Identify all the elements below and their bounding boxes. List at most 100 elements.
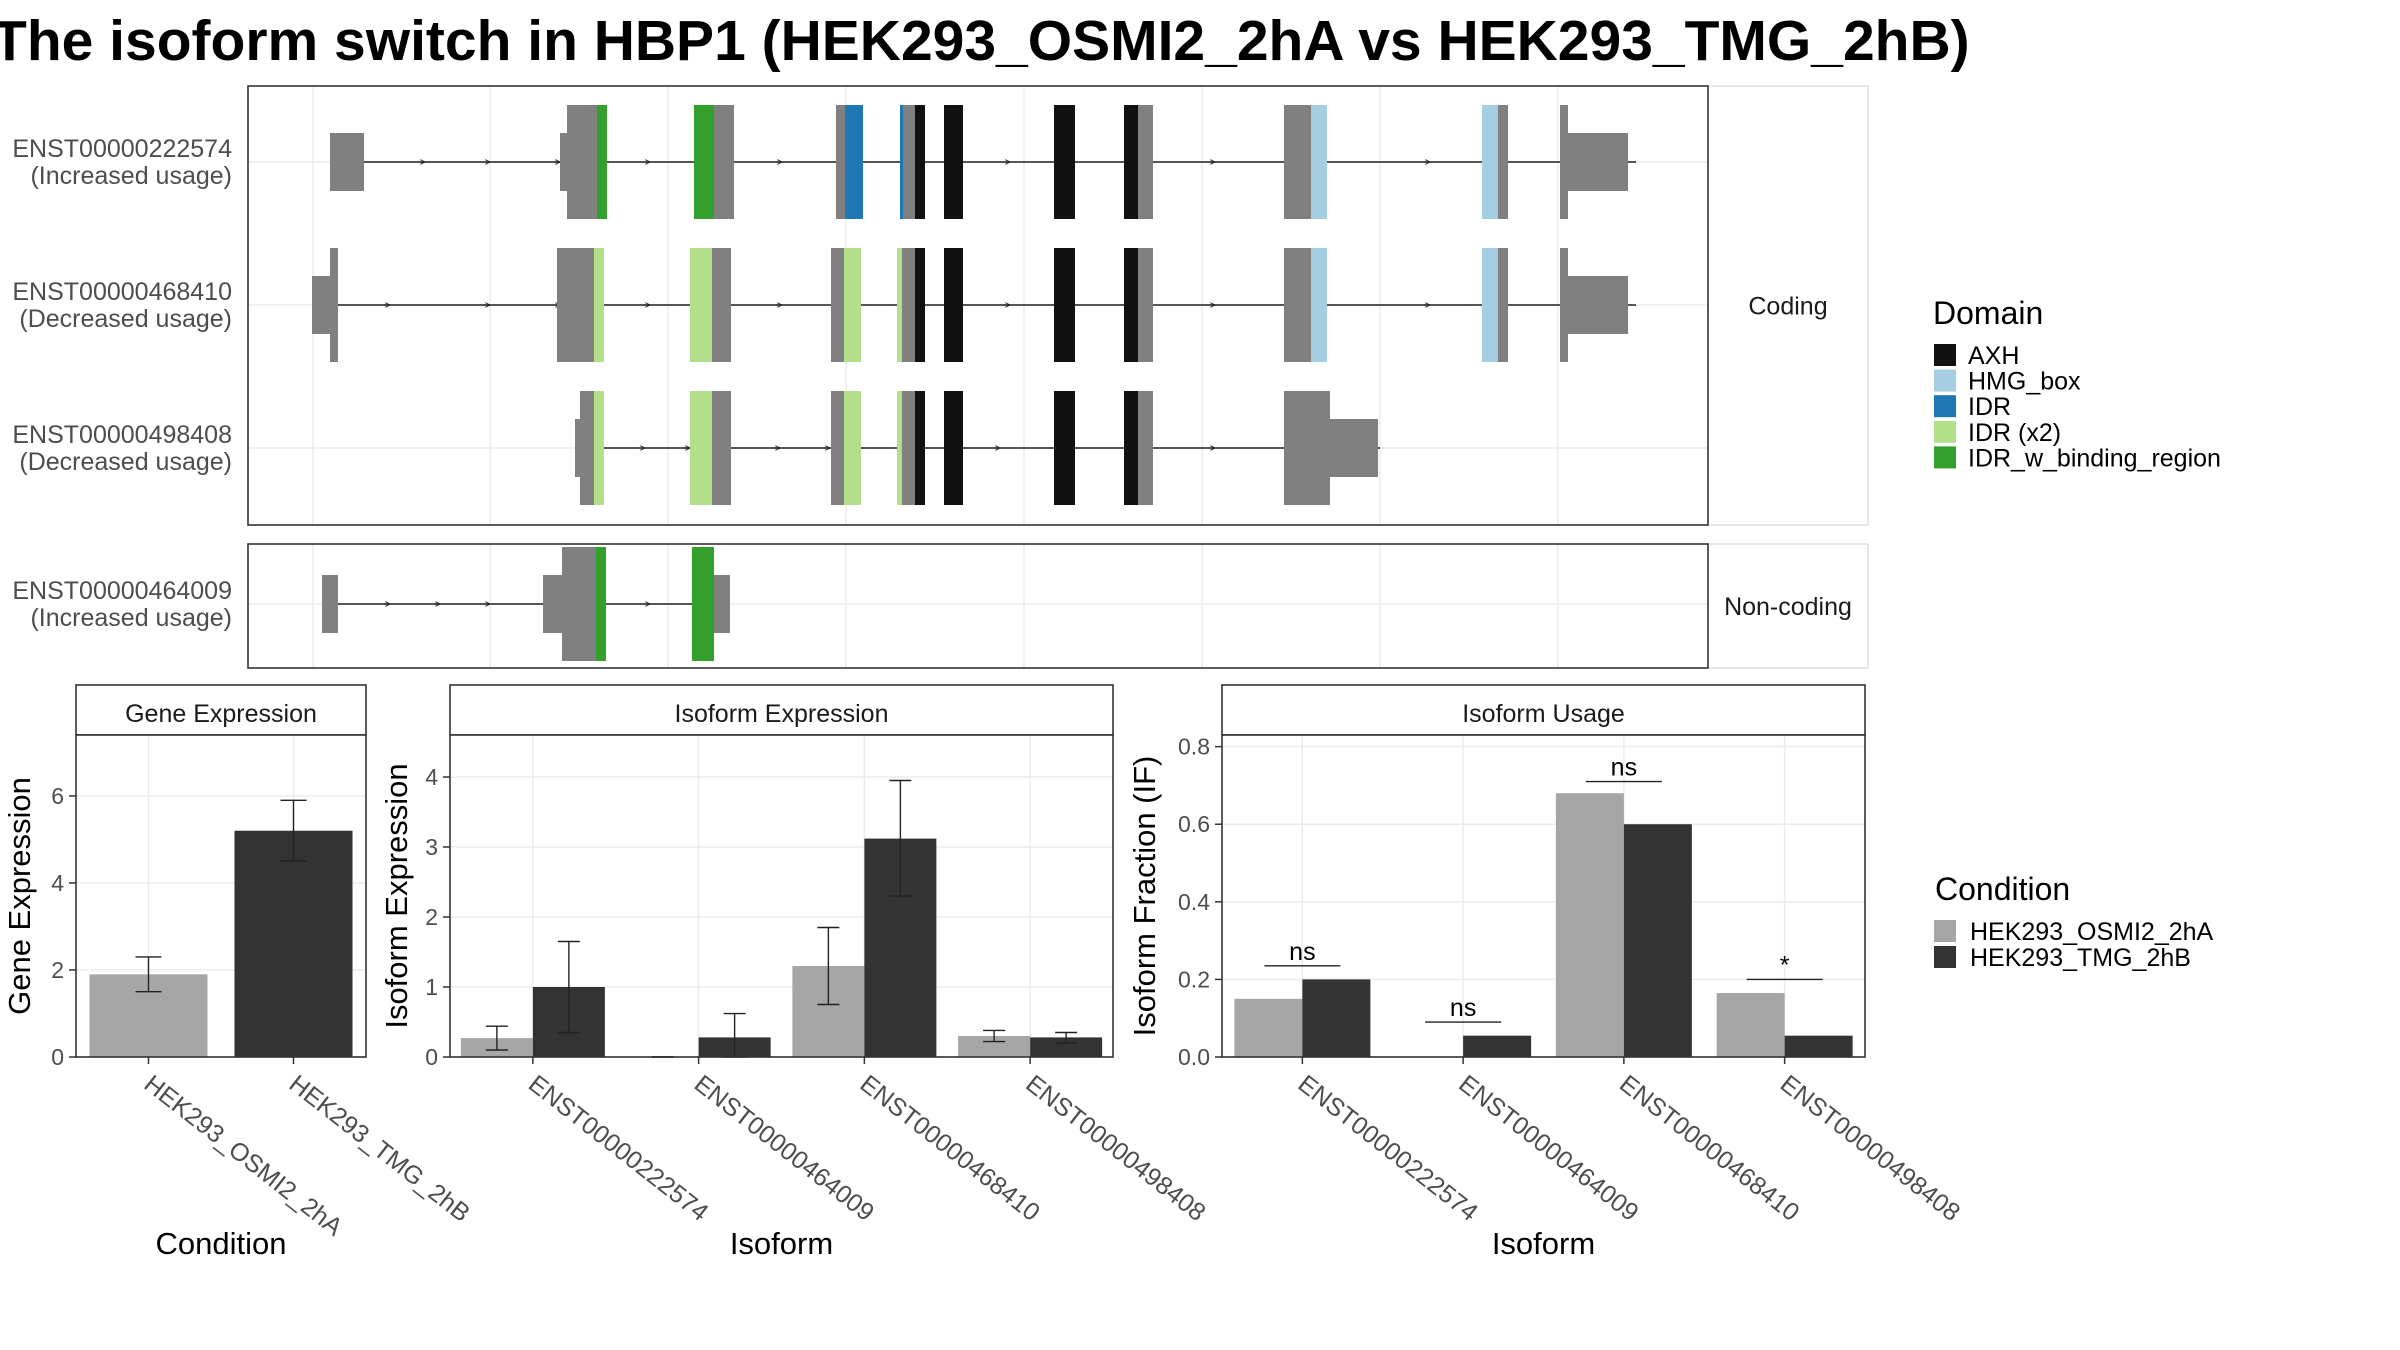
panel-title: Isoform Usage — [1462, 700, 1625, 728]
domain-block-idr_w_binding_region — [596, 547, 606, 661]
y-tick-label: 0 — [425, 1044, 438, 1070]
domain-block-axh — [1124, 391, 1138, 505]
facet-strip-coding — [1707, 85, 1869, 526]
transcript-model-ENST00000498408 — [575, 391, 1380, 505]
exon-block — [903, 105, 915, 219]
domain-block-idr_x2 — [594, 248, 604, 362]
exon-block — [560, 133, 567, 191]
expression-panels: Gene Expression0246HEK293_OSMI2_2hAHEK29… — [2, 684, 1965, 1261]
y-tick-label: 0.8 — [1178, 734, 1210, 760]
bar-HEK293_TMG_2hB-ENST00000498408 — [1784, 1035, 1853, 1057]
exon-block — [322, 575, 338, 633]
transcript-id-label: ENST00000464009 — [12, 577, 232, 605]
exon-block — [712, 248, 731, 362]
exon-block — [1284, 391, 1330, 505]
exon-block — [831, 248, 844, 362]
facet-label-noncoding: Non-coding — [1724, 593, 1852, 621]
bar-HEK293_TMG_2hB — [234, 830, 353, 1057]
domain-block-axh — [1054, 248, 1075, 362]
exon-block — [1138, 248, 1153, 362]
domain-legend-label: AXH — [1968, 342, 2019, 370]
y-tick-label: 0.6 — [1178, 811, 1210, 837]
exon-block — [831, 391, 844, 505]
transcript-structure-panel: CodingNon-codingENST00000222574(Increase… — [12, 85, 1869, 669]
exon-block — [580, 391, 594, 505]
domain-legend-swatch — [1934, 344, 1956, 366]
x-axis-title: Isoform — [730, 1226, 833, 1261]
exon-block — [714, 575, 730, 633]
panel-border — [449, 734, 1114, 1058]
domain-block-axh — [944, 391, 963, 505]
panel-border — [75, 734, 367, 1058]
transcript-id-label: ENST00000222574 — [12, 135, 232, 163]
exon-block — [575, 419, 580, 477]
y-tick-label: 2 — [425, 904, 438, 930]
exon-block — [312, 276, 330, 334]
domain-legend-swatch — [1934, 420, 1956, 443]
exon-block — [562, 547, 596, 661]
transcript-model-ENST00000468410 — [312, 248, 1636, 362]
y-tick-label: 4 — [51, 870, 64, 896]
domain-block-idr_w_binding_region — [692, 547, 714, 661]
domain-block-axh — [1054, 105, 1075, 219]
condition-legend-swatch — [1934, 920, 1956, 942]
domain-block-idr_x2 — [690, 248, 712, 362]
y-tick-label: 4 — [425, 764, 438, 790]
panel-border — [1221, 734, 1866, 1058]
domain-block-axh — [944, 248, 963, 362]
x-tick-label: ENST00000222574 — [523, 1070, 713, 1227]
bar-HEK293_OSMI2_2hA-ENST00000468410 — [1555, 793, 1624, 1057]
transcript-usage-label: (Decreased usage) — [19, 305, 232, 333]
exon-block — [557, 248, 594, 362]
domain-block-idr — [845, 105, 863, 219]
exon-block — [712, 391, 731, 505]
panel-1: Isoform Expression01234ENST00000222574EN… — [379, 684, 1211, 1261]
domain-block-idr_x2 — [844, 248, 861, 362]
domain-block-axh — [915, 248, 925, 362]
bar-HEK293_OSMI2_2hA-ENST00000498408 — [1716, 992, 1785, 1057]
transcript-id-label: ENST00000498408 — [12, 421, 232, 449]
exon-block — [902, 248, 915, 362]
domain-block-axh — [915, 391, 925, 505]
exon-block — [1284, 248, 1311, 362]
y-axis-title: Isoform Expression — [379, 763, 414, 1028]
exon-block — [1568, 133, 1628, 191]
transcript-model-ENST00000464009 — [322, 547, 730, 661]
exon-block — [1498, 105, 1508, 219]
domain-block-hmg_box — [1311, 248, 1327, 362]
panel-title: Gene Expression — [125, 700, 317, 728]
x-axis-title: Isoform — [1492, 1226, 1595, 1261]
x-tick-label: ENST00000468410 — [855, 1070, 1045, 1227]
domain-block-hmg_box — [1482, 248, 1498, 362]
condition-legend-label: HEK293_TMG_2hB — [1970, 944, 2191, 972]
bar-HEK293_TMG_2hB-ENST00000222574 — [1302, 979, 1371, 1057]
structure-panel-bg — [248, 544, 1708, 668]
y-tick-label: 0 — [51, 1044, 64, 1070]
exon-block — [1568, 276, 1628, 334]
transcript-usage-label: (Increased usage) — [30, 162, 232, 190]
significance-label: ns — [1450, 994, 1476, 1022]
y-tick-label: 6 — [51, 783, 64, 809]
domain-legend-swatch — [1934, 446, 1956, 469]
exon-block — [902, 391, 915, 505]
domain-block-idr_w_binding_region — [597, 105, 607, 219]
domain-block-idr_x2 — [897, 248, 902, 362]
domain-block-hmg_box — [1482, 105, 1498, 219]
condition-legend-label: HEK293_OSMI2_2hA — [1970, 918, 2214, 946]
domain-block-axh — [915, 105, 925, 219]
domain-legend-swatch — [1934, 395, 1956, 418]
domain-block-axh — [1124, 248, 1138, 362]
structure-panel-border — [247, 85, 1709, 526]
exon-block — [836, 105, 845, 219]
domain-block-axh — [944, 105, 963, 219]
bar-HEK293_TMG_2hB-ENST00000464009 — [1463, 1035, 1532, 1057]
domain-legend-title: Domain — [1933, 295, 2043, 331]
domain-block-idr_x2 — [690, 391, 712, 505]
panel-title: Isoform Expression — [675, 700, 889, 728]
y-tick-label: 2 — [51, 957, 64, 983]
bar-HEK293_TMG_2hB-ENST00000498408 — [1030, 1037, 1103, 1057]
exon-block — [1560, 105, 1568, 219]
x-tick-label: ENST00000222574 — [1293, 1070, 1483, 1227]
